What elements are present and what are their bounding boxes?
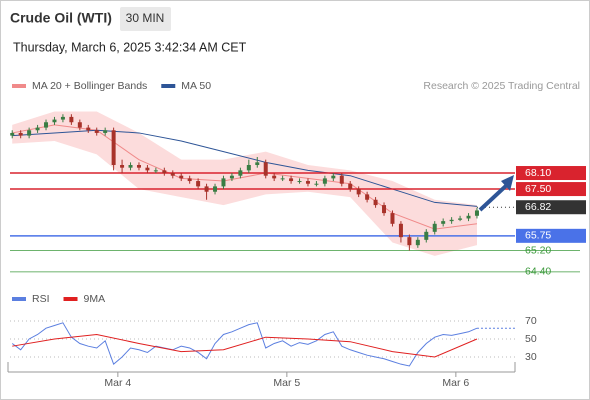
candle-body — [272, 175, 277, 179]
plots: MA 20 + Bollinger Bands MA 50 68.10 67.50 66… — [10, 80, 586, 389]
candle-body — [441, 221, 446, 224]
candle-body — [314, 183, 319, 185]
candle-body — [221, 178, 226, 187]
candle-body — [27, 130, 32, 136]
candle-body — [424, 231, 429, 240]
candle-body — [120, 165, 125, 168]
legend-swatch — [63, 297, 78, 301]
candle-body — [162, 170, 167, 174]
candle-body — [213, 186, 218, 192]
candle-body — [415, 239, 420, 246]
candle-body — [238, 170, 243, 176]
candle-body — [196, 181, 201, 187]
y-tick-label: 70 — [525, 315, 537, 327]
candle-body — [373, 199, 378, 206]
candle-body — [339, 175, 344, 184]
level-tag — [516, 166, 586, 181]
candle-body — [136, 165, 141, 168]
legend-swatch — [12, 297, 26, 301]
level-label: 65.75 — [525, 230, 551, 242]
candle-body — [204, 186, 209, 192]
forecast-arrow — [478, 182, 510, 212]
rsi-line — [11, 322, 478, 367]
candle-body — [458, 218, 463, 220]
candle-body — [170, 173, 175, 176]
level-tag — [516, 228, 586, 243]
legend-swatch — [161, 84, 176, 88]
candle-body — [153, 170, 158, 172]
level-tag — [516, 182, 586, 197]
candle-body — [86, 127, 91, 131]
y-tick-label: 50 — [525, 333, 537, 345]
candle-body — [10, 132, 15, 136]
candle-body — [449, 219, 454, 222]
timeframe[interactable]: 30 MIN — [126, 11, 165, 25]
candle-body — [382, 205, 387, 214]
candle-body — [289, 178, 294, 182]
forecast-arrowhead — [501, 175, 514, 191]
x-tick-label: Mar 6 — [442, 377, 469, 389]
candle-body — [145, 167, 150, 171]
level-tag — [516, 200, 586, 215]
candle-body — [390, 213, 395, 224]
x-tick-label: Mar 5 — [273, 377, 300, 389]
timeframe-badge[interactable] — [120, 7, 171, 31]
legend-label: 9MA — [84, 293, 106, 305]
candle-body — [466, 215, 471, 219]
candle-body — [246, 165, 251, 171]
level-label: 67.50 — [525, 183, 551, 195]
candle-body — [60, 116, 65, 120]
candle-body — [44, 122, 49, 128]
candle-body — [263, 162, 268, 176]
candle-body — [407, 237, 412, 246]
y-tick-label: 30 — [525, 351, 537, 363]
bollinger-band — [12, 111, 477, 256]
candle-body — [348, 183, 353, 190]
candle-body — [187, 178, 192, 182]
candle-body — [305, 181, 310, 184]
ma50-line — [12, 129, 478, 207]
level-label: 68.10 — [525, 167, 551, 179]
candle-body — [179, 175, 184, 179]
candle-body — [365, 194, 370, 200]
candle-body — [280, 178, 285, 180]
credit: Research © 2025 Trading Central — [423, 80, 580, 92]
level-label: 66.82 — [525, 201, 551, 213]
candle-body — [111, 130, 116, 166]
candle-body — [77, 122, 82, 128]
candle-body — [18, 132, 23, 136]
candle-body — [229, 175, 234, 179]
candle-body — [297, 181, 302, 183]
legend-swatch — [12, 84, 26, 88]
candle-body — [103, 130, 108, 133]
x-tick-label: Mar 4 — [104, 377, 131, 389]
candle-body — [69, 116, 74, 123]
legend-label: MA 20 + Bollinger Bands — [32, 80, 147, 92]
candle-body — [94, 130, 99, 133]
datetime: Thursday, March 6, 2025 3:42:34 AM CET — [13, 40, 247, 54]
level-label: 65.20 — [525, 244, 551, 256]
candle-body — [432, 223, 437, 232]
legend-label: MA 50 — [181, 80, 211, 92]
candle-body — [331, 175, 336, 179]
candle-body — [255, 162, 260, 166]
legend-label: RSI — [32, 293, 50, 305]
candle-body — [474, 210, 479, 216]
candle-body — [356, 189, 361, 195]
candle-body — [128, 165, 133, 168]
level-label: 64.40 — [525, 266, 551, 278]
candle-body — [35, 127, 40, 131]
candle-body — [398, 223, 403, 238]
candle-body — [52, 119, 57, 123]
rsi-line — [12, 333, 478, 358]
candle-body — [322, 178, 327, 184]
title: Crude Oil (WTI) — [10, 10, 112, 26]
